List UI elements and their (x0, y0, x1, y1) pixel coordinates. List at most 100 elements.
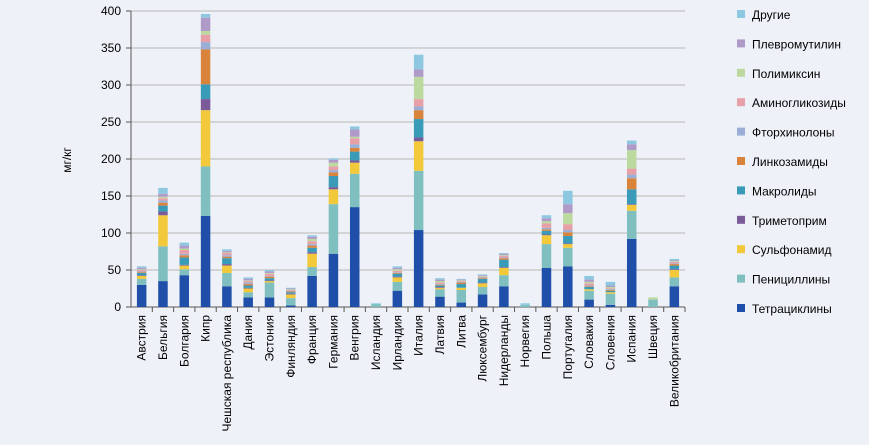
bar-segment (605, 292, 616, 294)
bar-segment (584, 299, 594, 307)
bar-segment (158, 193, 168, 197)
bar-segment (669, 269, 680, 270)
legend-label: Полимиксин (752, 67, 820, 81)
bar-segment (499, 286, 509, 307)
bar-segment (286, 291, 296, 293)
bar-segment (328, 158, 339, 160)
bar-segment (286, 305, 296, 307)
legend-label: Другие (752, 8, 791, 22)
bar-segment (541, 221, 552, 224)
bar-segment (669, 270, 680, 278)
bar-segment (179, 265, 190, 270)
bar-segment (158, 211, 168, 216)
bar-segment (605, 287, 616, 289)
bar-segment (136, 272, 147, 273)
bar-segment (435, 279, 445, 282)
bar-segment (349, 138, 360, 145)
bar-segment (477, 275, 488, 276)
bar-segment (264, 270, 275, 272)
bar-segment (499, 255, 509, 256)
bar-segment (541, 244, 552, 268)
bar-segment (435, 287, 445, 288)
bar-segment (669, 286, 680, 307)
bar-segment (179, 255, 190, 258)
bar-segment (392, 276, 403, 278)
bar-segment (584, 281, 594, 284)
bar-segment (669, 277, 680, 287)
bar-segment (179, 253, 190, 256)
bar-segment (179, 264, 190, 266)
legend-label: Аминогликозиды (752, 96, 846, 110)
bar-segment (413, 230, 424, 307)
bar-segment (499, 252, 509, 254)
bar-segment (541, 234, 552, 236)
bar-segment (456, 279, 467, 281)
legend-label: Триметоприм (752, 214, 827, 228)
y-tick-label: 150 (101, 189, 121, 203)
bar-segment (392, 290, 403, 307)
bar-segment (477, 282, 488, 284)
bar-segment (669, 265, 680, 270)
bar-segment (584, 279, 594, 282)
bar-segment (669, 263, 680, 265)
bar-segment (626, 140, 637, 145)
legend-label: Плевромутилин (752, 37, 841, 51)
bar-segment (456, 281, 467, 282)
bar-segment (158, 246, 168, 282)
legend-label: Тетрациклины (752, 302, 832, 316)
legend-swatch (737, 304, 745, 312)
bar-segment (563, 247, 573, 267)
bar-segment (392, 269, 403, 271)
bar-segment (200, 30, 211, 35)
legend-label: Пенициллины (752, 273, 830, 287)
y-tick-label: 250 (101, 115, 121, 129)
bar-segment (563, 204, 573, 214)
bar-segment (307, 267, 317, 276)
axes: 0 50 100 150 200 250 300 350 400 Австрия Бельгия Бо… (101, 4, 686, 432)
bar-segment (477, 294, 488, 307)
bar-segment (136, 267, 147, 270)
bar-segment (286, 294, 296, 299)
bar-segment (136, 271, 147, 273)
bar-segment (371, 303, 381, 305)
bar-segment (264, 281, 275, 283)
bar-segment (669, 261, 680, 262)
legend-swatch (737, 10, 745, 18)
bar-segment (477, 278, 488, 279)
bar-segment (605, 289, 616, 290)
bar-segment (349, 126, 360, 130)
bar-segment (200, 99, 211, 111)
bar-segment (541, 267, 552, 307)
bar-segment (584, 290, 594, 300)
x-tick-label: Венгрия (348, 315, 362, 361)
bar-segment (328, 253, 339, 307)
bar-segment (136, 275, 147, 276)
bar-segment (200, 110, 211, 167)
x-tick-label: Австрия (135, 315, 149, 361)
bar-segment (286, 287, 296, 289)
bar-segment (222, 249, 232, 251)
bar-segment (307, 253, 317, 268)
bar-segment (541, 229, 552, 231)
bar-segment (669, 260, 680, 262)
bar-segment (392, 277, 403, 282)
bar-segment (456, 287, 467, 290)
bar-segment (200, 215, 211, 307)
legend-swatch (737, 157, 745, 165)
bar-segment (413, 141, 424, 171)
bars (136, 13, 680, 307)
bar-segment (392, 272, 403, 273)
y-tick-label: 50 (108, 263, 122, 277)
bar-segment (456, 281, 467, 283)
bar-segment (477, 287, 488, 295)
bar-segment (541, 227, 552, 230)
x-tick-label: Латвия (433, 315, 447, 354)
bar-segment (307, 235, 317, 237)
bar-segment (200, 166, 211, 216)
bar-segment (584, 287, 594, 290)
bar-segment (286, 290, 296, 292)
bar-segment (626, 204, 637, 211)
legend-swatch (737, 68, 745, 77)
bar-segment (158, 198, 168, 201)
